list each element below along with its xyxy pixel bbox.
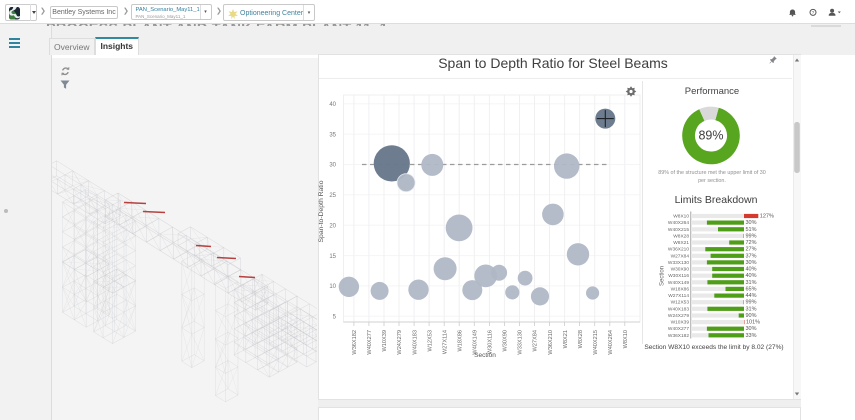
svg-text:W18X86: W18X86 (671, 286, 690, 292)
svg-text:W33X130: W33X130 (518, 330, 524, 355)
svg-text:W30X90: W30X90 (671, 267, 690, 273)
svg-text:30: 30 (329, 163, 336, 169)
svg-text:W10X39: W10X39 (671, 320, 690, 326)
svg-text:W12X53: W12X53 (671, 300, 690, 306)
svg-text:W18X86: W18X86 (457, 330, 463, 351)
svg-text:30%: 30% (746, 326, 757, 332)
svg-text:W8X21: W8X21 (673, 240, 689, 246)
svg-text:99%: 99% (746, 300, 757, 306)
svg-text:20: 20 (329, 223, 336, 229)
svg-text:W36X182: W36X182 (352, 330, 358, 355)
svg-text:90%: 90% (746, 313, 757, 319)
svg-text:89%: 89% (698, 129, 723, 143)
svg-text:15: 15 (329, 254, 336, 260)
svg-text:W36X210: W36X210 (668, 247, 689, 253)
svg-text:Section: Section (660, 266, 666, 286)
svg-text:31%: 31% (746, 280, 757, 286)
svg-text:W24X279: W24X279 (668, 313, 689, 319)
svg-text:35: 35 (329, 132, 336, 138)
svg-text:30%: 30% (746, 260, 757, 266)
svg-text:72%: 72% (746, 240, 757, 246)
svg-text:33%: 33% (746, 333, 757, 339)
svg-text:101%: 101% (746, 320, 760, 326)
svg-text:40%: 40% (746, 267, 757, 273)
svg-text:W24X279: W24X279 (397, 330, 403, 355)
svg-text:W40X215: W40X215 (593, 330, 599, 355)
svg-text:44%: 44% (746, 293, 757, 299)
svg-text:W30X116: W30X116 (488, 330, 494, 354)
svg-text:?: ? (812, 10, 815, 16)
svg-text:W40X149: W40X149 (473, 330, 479, 355)
svg-text:40: 40 (329, 102, 336, 108)
svg-text:27%: 27% (746, 247, 757, 253)
svg-text:65%: 65% (746, 286, 757, 292)
svg-text:W40X183: W40X183 (412, 330, 418, 355)
svg-text:W40X264: W40X264 (668, 220, 689, 226)
svg-text:W40X277: W40X277 (367, 330, 373, 355)
svg-text:10: 10 (329, 284, 336, 290)
svg-text:25: 25 (329, 193, 336, 199)
svg-text:W8X10: W8X10 (623, 330, 629, 348)
svg-text:W30X116: W30X116 (668, 273, 689, 279)
svg-text:W33X130: W33X130 (668, 260, 689, 266)
svg-text:30%: 30% (746, 220, 757, 226)
svg-text:31%: 31% (746, 306, 757, 312)
svg-text:W27X114: W27X114 (442, 330, 448, 354)
svg-text:99%: 99% (746, 233, 757, 239)
svg-text:Span-to-Depth Ratio: Span-to-Depth Ratio (318, 180, 325, 242)
svg-text:37%: 37% (746, 253, 757, 259)
svg-text:W10X39: W10X39 (382, 330, 388, 351)
svg-text:W27X84: W27X84 (533, 330, 539, 351)
svg-text:W30X90: W30X90 (503, 330, 509, 351)
svg-text:W8X28: W8X28 (578, 330, 584, 348)
svg-text:W27X84: W27X84 (671, 253, 690, 259)
svg-text:W40X215: W40X215 (668, 227, 689, 233)
svg-text:W8X10: W8X10 (673, 214, 689, 220)
svg-text:127%: 127% (760, 214, 774, 220)
svg-text:W36X182: W36X182 (668, 333, 689, 339)
svg-text:W40X149: W40X149 (668, 280, 689, 286)
svg-text:W8X21: W8X21 (563, 330, 569, 348)
svg-text:W27X114: W27X114 (668, 293, 689, 299)
svg-text:Section: Section (474, 352, 496, 359)
svg-text:40%: 40% (746, 273, 757, 279)
svg-text:W40X264: W40X264 (608, 330, 614, 355)
svg-text:W36X210: W36X210 (548, 330, 554, 355)
svg-text:W12X53: W12X53 (427, 330, 433, 351)
svg-text:W40X277: W40X277 (668, 326, 689, 332)
svg-text:W8X28: W8X28 (673, 233, 689, 239)
svg-text:5: 5 (333, 314, 337, 320)
svg-text:W40X183: W40X183 (668, 306, 689, 312)
svg-text:51%: 51% (746, 227, 757, 233)
